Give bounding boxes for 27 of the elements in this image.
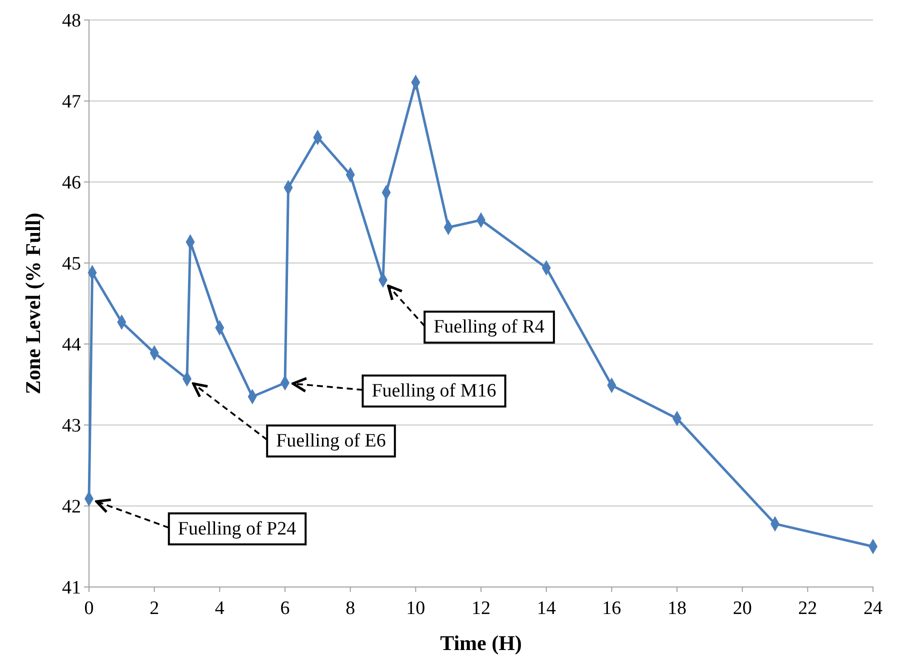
y-tick-label: 47 xyxy=(62,92,81,113)
x-tick-label: 14 xyxy=(536,598,556,619)
x-tick-label: 16 xyxy=(602,598,622,619)
x-tick-label: 18 xyxy=(668,598,686,619)
annotation: Fuelling of P24 xyxy=(178,518,297,540)
x-tick-label: 0 xyxy=(84,598,94,619)
x-tick-label: 22 xyxy=(798,598,818,619)
y-tick-label: 46 xyxy=(62,172,81,194)
y-axis-title: Zone Level (% Full) xyxy=(21,212,45,394)
x-tick-label: 12 xyxy=(472,598,490,619)
y-tick-label: 45 xyxy=(62,254,81,275)
x-tick-label: 24 xyxy=(864,598,883,619)
y-tick-label: 41 xyxy=(62,578,81,599)
y-tick-label: 44 xyxy=(62,334,82,356)
x-tick-label: 10 xyxy=(406,598,426,619)
x-tick-label: 20 xyxy=(732,598,752,619)
annotation: Fuelling of E6 xyxy=(276,430,386,452)
x-tick-label: 6 xyxy=(280,598,290,619)
x-tick-label: 8 xyxy=(346,598,356,619)
annotation: Fuelling of M16 xyxy=(372,380,496,402)
annotation: Fuelling of R4 xyxy=(434,316,545,338)
y-tick-label: 43 xyxy=(62,416,81,437)
x-axis-title: Time (H) xyxy=(440,631,522,655)
y-tick-label: 48 xyxy=(62,10,81,32)
x-tick-label: 4 xyxy=(214,598,225,619)
y-tick-label: 42 xyxy=(62,496,81,518)
x-tick-label: 2 xyxy=(150,598,160,619)
